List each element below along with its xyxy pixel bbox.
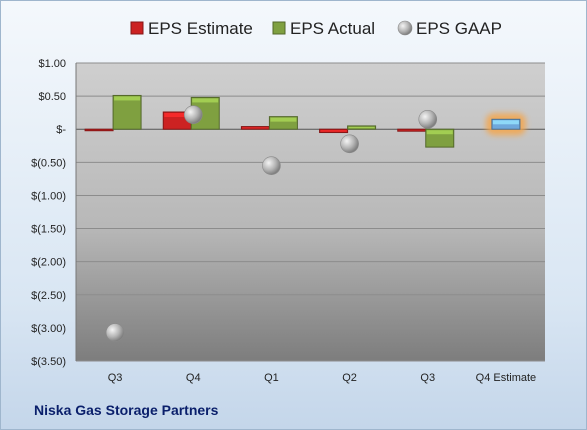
eps-gaap-point	[105, 323, 125, 342]
eps-actual-bar	[112, 94, 142, 130]
eps-actual-bar	[425, 128, 455, 148]
legend-item: EPS Actual	[272, 19, 375, 38]
svg-text:EPS Actual: EPS Actual	[290, 19, 375, 38]
y-tick-label: $(3.50)	[31, 356, 66, 368]
svg-text:EPS Estimate: EPS Estimate	[148, 19, 253, 38]
company-name: Niska Gas Storage Partners	[34, 402, 219, 418]
gaap-points	[105, 105, 438, 342]
y-tick-label: $(1.00)	[31, 190, 66, 202]
eps-gaap-point	[418, 109, 438, 129]
eps-gaap-point	[262, 156, 281, 175]
eps-actual-bar	[347, 125, 377, 130]
y-tick-label: $1.00	[38, 58, 66, 70]
legend-item: EPS GAAP	[397, 19, 502, 38]
x-tick-label: Q3	[108, 372, 123, 384]
eps-estimate-bar	[397, 128, 427, 132]
y-tick-label: $(2.50)	[31, 290, 66, 302]
legend: EPS Estimate EPS Actual EPS GAAP	[130, 19, 502, 38]
svg-text:EPS GAAP: EPS GAAP	[416, 19, 502, 38]
eps-estimate-bar	[84, 128, 114, 132]
y-tick-label: $(3.00)	[31, 323, 66, 335]
y-tick-label: $-	[56, 124, 66, 136]
grid	[75, 62, 545, 362]
x-tick-label: Q4	[186, 372, 201, 384]
legend-item: EPS Estimate	[130, 19, 253, 38]
y-axis-labels: $1.00 $0.50 $- $(0.50) $(1.00) $(1.50) $(2.00)…	[31, 58, 66, 368]
eps-actual-bar	[268, 116, 298, 130]
x-axis-labels: Q3 Q4 Q1 Q2 Q3 Q4 Estimate	[108, 372, 536, 384]
x-tick-label: Q3	[420, 372, 435, 384]
y-tick-label: $(2.00)	[31, 257, 66, 269]
q4-estimate-bar	[491, 118, 521, 130]
bars	[84, 94, 526, 148]
plot-area	[76, 63, 545, 361]
x-tick-label: Q2	[342, 372, 357, 384]
eps-estimate-bar	[319, 128, 349, 134]
y-tick-label: $0.50	[38, 91, 66, 103]
x-tick-label: Q1	[264, 372, 279, 384]
eps-gaap-point	[340, 134, 359, 154]
eps-estimate-bar	[240, 126, 270, 130]
y-tick-label: $(0.50)	[31, 157, 66, 169]
y-tick-label: $(1.50)	[31, 224, 66, 236]
x-tick-label: Q4 Estimate	[476, 372, 537, 384]
eps-gaap-point	[183, 105, 203, 124]
